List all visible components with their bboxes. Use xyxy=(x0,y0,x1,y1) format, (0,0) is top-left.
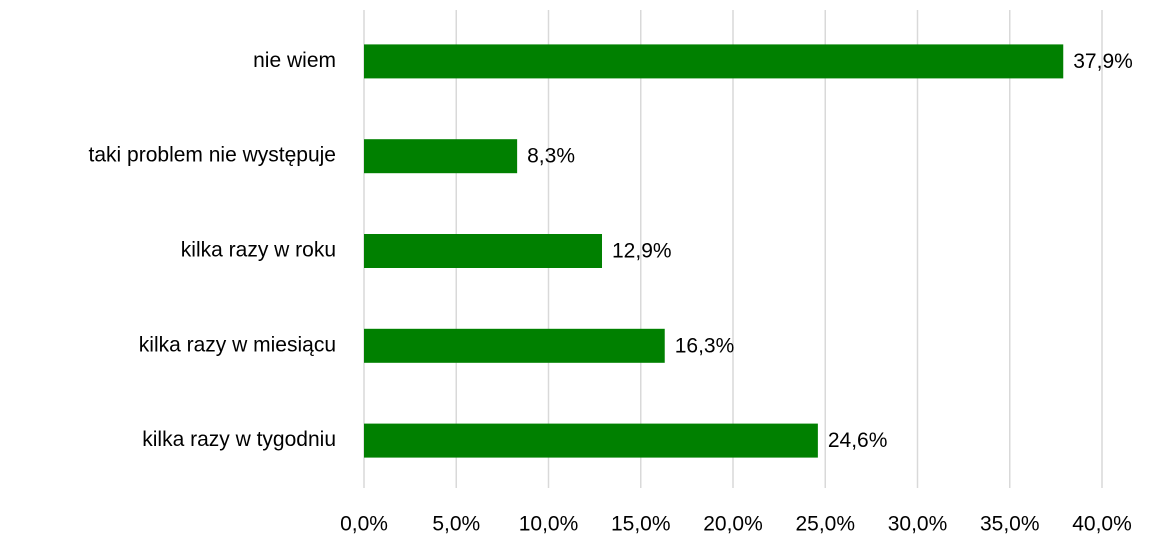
y-tick-label: kilka razy w miesiącu xyxy=(139,333,336,356)
bar xyxy=(364,423,818,458)
value-label: 12,9% xyxy=(612,240,672,263)
value-label: 37,9% xyxy=(1073,50,1133,73)
value-label: 16,3% xyxy=(675,334,735,357)
y-tick-label: kilka razy w tygodniu xyxy=(142,428,336,451)
value-label: 8,3% xyxy=(527,145,575,168)
bar xyxy=(364,44,1064,79)
bar xyxy=(364,139,518,174)
bar xyxy=(364,328,665,363)
y-tick-label: taki problem nie występuje xyxy=(89,144,336,167)
x-tick-label: 5,0% xyxy=(432,513,480,536)
x-tick-label: 40,0% xyxy=(1072,513,1132,536)
x-tick-label: 30,0% xyxy=(888,513,948,536)
x-tick-label: 15,0% xyxy=(611,513,671,536)
x-tick-label: 35,0% xyxy=(980,513,1040,536)
bar xyxy=(364,234,603,268)
x-tick-label: 0,0% xyxy=(340,513,388,536)
y-tick-label: nie wiem xyxy=(253,49,336,72)
x-tick-label: 25,0% xyxy=(795,513,855,536)
value-label: 24,6% xyxy=(828,429,888,452)
x-tick-label: 20,0% xyxy=(703,513,763,536)
x-tick-label: 10,0% xyxy=(519,513,579,536)
y-tick-label: kilka razy w roku xyxy=(181,239,336,262)
